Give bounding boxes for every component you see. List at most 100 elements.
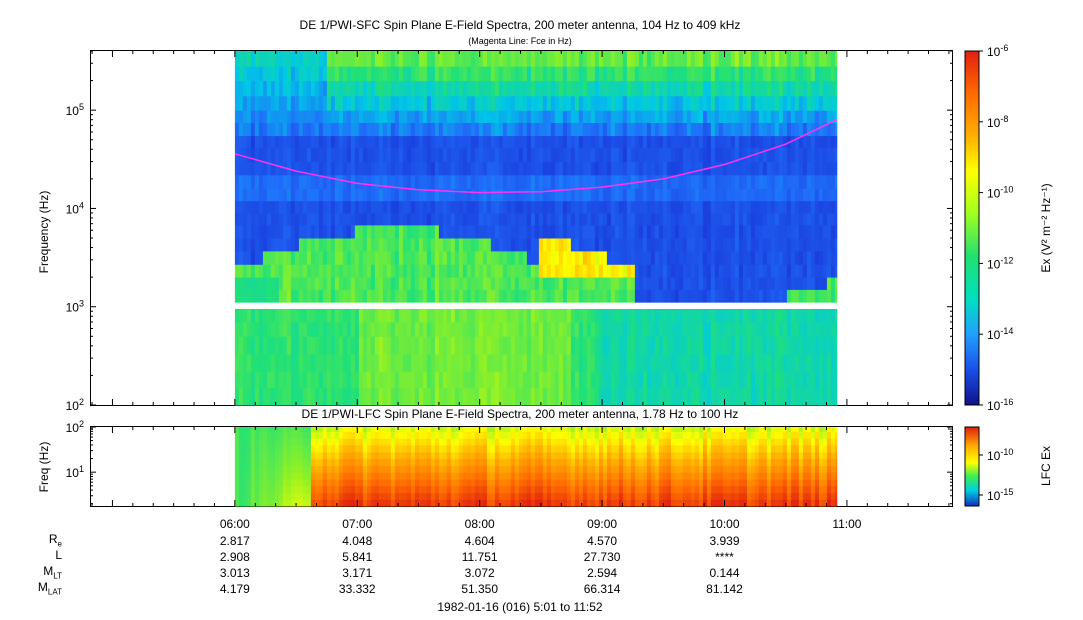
sfc-heatmap-cell [422,289,428,304]
lfc-heatmap-cell [618,499,624,507]
sfc-heatmap-cell [702,289,708,304]
lfc-heatmap-cell [302,427,308,432]
lfc-heatmap-cell [558,472,564,480]
sfc-heatmap-cell [458,371,464,389]
sfc-heatmap-cell [786,212,792,226]
sfc-heatmap-cell [786,264,792,278]
sfc-heatmap-cell [454,212,460,226]
lfc-heatmap-cell [526,485,532,494]
lfc-heatmap-cell [274,485,280,494]
lfc-heatmap-cell [386,458,392,467]
sfc-heatmap-cell [626,238,632,252]
sfc-heatmap-cell [270,264,276,278]
lfc-heatmap-cell [394,492,400,500]
sfc-heatmap-cell [810,80,816,97]
sfc-heatmap-cell [674,321,680,337]
sfc-heatmap-cell [414,122,420,137]
sfc-heatmap-cell [662,321,668,337]
sfc-heatmap-cell [674,80,680,97]
sfc-heatmap-cell [410,289,416,304]
sfc-heatmap-cell [690,122,696,137]
lfc-heatmap-cell [434,452,440,460]
sfc-heatmap-cell [422,161,428,176]
lfc-heatmap-cell [358,438,364,446]
sfc-heatmap-cell [594,122,600,137]
sfc-heatmap-cell [818,66,824,82]
sfc-heatmap-cell [826,174,832,189]
sfc-heatmap-cell [750,174,756,189]
sfc-heatmap-cell [754,95,760,111]
sfc-heatmap-cell [662,51,668,67]
sfc-heatmap-cell [702,224,708,239]
sfc-heatmap-cell [370,95,376,111]
sfc-heatmap-cell [430,110,436,123]
sfc-heatmap-cell [342,122,348,137]
lfc-heatmap-cell [506,438,512,446]
lfc-heatmap-cell [414,485,420,494]
lfc-heatmap-cell [258,472,264,480]
sfc-heatmap-cell [342,51,348,67]
sfc-heatmap-cell [278,264,284,278]
sfc-heatmap-cell [294,277,300,290]
sfc-heatmap-cell [614,224,620,239]
sfc-heatmap-cell [370,289,376,304]
sfc-heatmap-cell [450,161,456,176]
sfc-heatmap-cell [262,51,268,67]
sfc-heatmap-cell [418,66,424,82]
sfc-heatmap-cell [770,336,776,355]
sfc-heatmap-cell [610,122,616,137]
lfc-heatmap-cell [542,445,548,453]
sfc-heatmap-cell [826,161,832,176]
lfc-heatmap-cell [438,445,444,453]
sfc-heatmap-cell [738,188,744,202]
lfc-heatmap-cell [270,485,276,494]
sfc-heatmap-cell [770,264,776,278]
sfc-heatmap-cell [678,308,684,323]
sfc-heatmap-cell [478,264,484,278]
sfc-heatmap-cell [634,135,640,148]
sfc-heatmap-cell [542,161,548,176]
sfc-heatmap-cell [518,212,524,226]
sfc-heatmap-cell [546,336,552,355]
sfc-heatmap-cell [322,289,328,304]
lfc-heatmap-cell [514,485,520,494]
sfc-heatmap-cell [286,200,292,214]
sfc-heatmap-cell [786,122,792,137]
sfc-heatmap-cell [354,188,360,202]
sfc-heatmap-cell [750,110,756,123]
sfc-heatmap-cell [306,387,312,406]
sfc-heatmap-cell [326,66,332,82]
sfc-heatmap-cell [778,354,784,372]
sfc-heatmap-cell [486,147,492,163]
lfc-heatmap-cell [342,452,348,460]
sfc-heatmap-cell [570,95,576,111]
sfc-heatmap-cell [302,147,308,163]
sfc-heatmap-cell [810,66,816,82]
sfc-heatmap-cell [478,277,484,290]
sfc-heatmap-cell [494,212,500,226]
sfc-heatmap-cell [418,224,424,239]
sfc-heatmap-cell [482,354,488,372]
sfc-heatmap-cell [542,264,548,278]
lfc-heatmap-cell [442,479,448,487]
sfc-heatmap-cell [658,135,664,148]
lfc-heatmap-cell [446,472,452,480]
sfc-heatmap-cell [306,80,312,97]
sfc-heatmap-cell [454,238,460,252]
sfc-heatmap-cell [422,66,428,82]
sfc-heatmap-cell [582,336,588,355]
sfc-heatmap-cell [286,387,292,406]
sfc-heatmap-cell [482,174,488,189]
sfc-heatmap-cell [458,110,464,123]
sfc-heatmap-cell [390,161,396,176]
sfc-heatmap-cell [754,264,760,278]
sfc-heatmap-cell [322,200,328,214]
lfc-heatmap-cell [250,465,256,473]
lfc-heatmap-cell [578,472,584,480]
sfc-heatmap-cell [642,80,648,97]
sfc-heatmap-cell [422,277,428,290]
sfc-heatmap-cell [238,51,244,67]
sfc-heatmap-cell [250,147,256,163]
lfc-heatmap-cell [358,427,364,432]
sfc-heatmap-cell [550,371,556,389]
